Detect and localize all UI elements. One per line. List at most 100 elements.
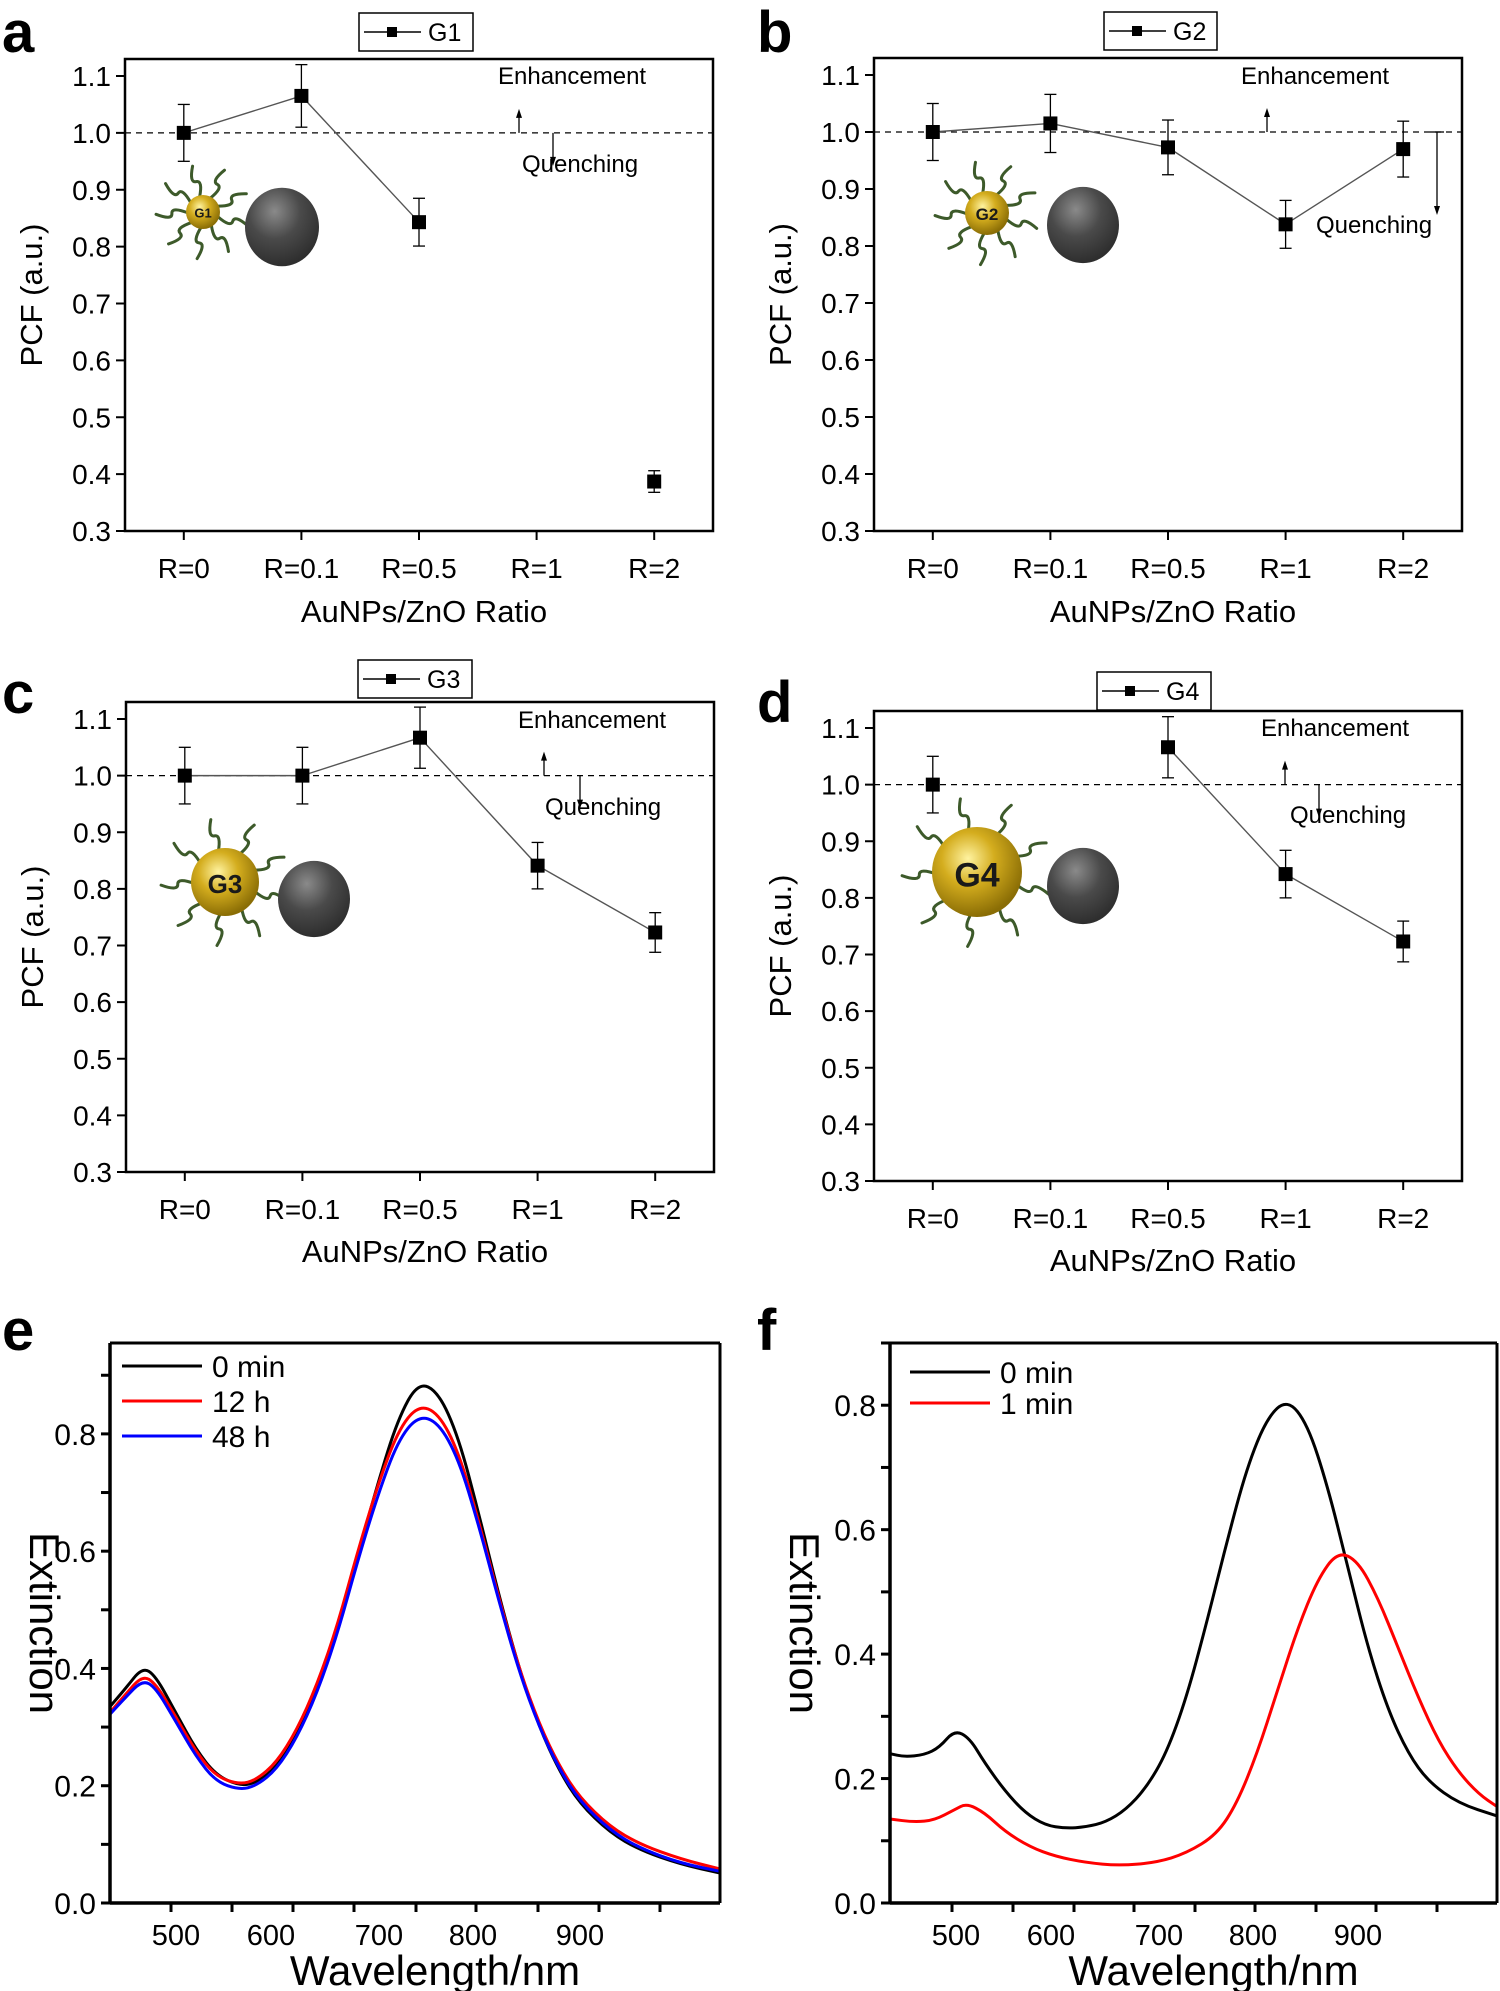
zno-particle [1047, 186, 1119, 264]
legend-marker [386, 674, 396, 684]
ligand-chain [154, 208, 190, 219]
data-point [294, 88, 309, 103]
ligand-chain [972, 160, 986, 196]
arrow-down-icon [1434, 206, 1440, 215]
enhancement-annotation: Enhancement [518, 707, 666, 734]
panel-c: c 0.3 0.4 0.5 0.6 0.7 0.8 0.9 1.0 1.1 R=0 R=0.1 R=0.… [2, 659, 716, 1269]
y-tick-label: 0.7 [821, 288, 860, 319]
y-tick-label: 0.8 [72, 232, 111, 263]
data-point [295, 768, 310, 783]
ligand-chain [947, 224, 974, 250]
x-tick-label: R=0 [158, 553, 210, 584]
y-tick-label: 0.5 [72, 402, 111, 433]
panel-d: d 0.3 0.4 0.5 0.6 0.7 0.8 0.9 1.0 1.1 R=0 R=0.1 R=0.… [757, 670, 1464, 1278]
nanoparticle-label: G1 [194, 205, 211, 220]
x-tick-label: R=0 [907, 1203, 959, 1234]
ligand-chain [978, 231, 987, 267]
plot-frame [124, 700, 716, 1174]
panel-e: e 0.0 0.2 0.4 0.6 0.8 500 600 700 800 900Wavelengt… [2, 1298, 722, 1991]
x-tick-label: R=0 [159, 1194, 211, 1225]
nanoparticle-label: G2 [976, 205, 999, 224]
y-axis-label: PCF (a.u.) [763, 875, 798, 1018]
nanoparticle-label: G3 [208, 869, 243, 899]
ligand-chain [172, 841, 203, 866]
ligand-chain [159, 879, 196, 890]
panel-f: f 0.0 0.2 0.4 0.6 0.8 500 600 700 800 900Wavelengt… [757, 1298, 1499, 1991]
legend-marker [1125, 686, 1135, 696]
y-tick-label: 0.9 [72, 175, 111, 206]
y-tick-label: 1.0 [821, 117, 860, 148]
y-tick-label: 0.9 [821, 174, 860, 205]
ligand-chain [933, 209, 969, 220]
y-tick-label: 0.7 [73, 931, 112, 962]
y-tick-label: 0.9 [73, 817, 112, 848]
data-point [413, 730, 427, 745]
spectrum-curve [889, 1402, 1498, 1830]
y-tick-label: 0.6 [73, 987, 112, 1018]
x-tick-label: R=1 [1260, 1203, 1312, 1234]
y-tick-label: 0.4 [821, 1109, 860, 1140]
y-tick-label: 0.4 [821, 459, 860, 490]
y-tick-label: 1.1 [821, 713, 860, 744]
nanoparticle-inset-icon: G1 [154, 164, 319, 267]
legend-label: G1 [428, 19, 461, 47]
y-tick-label: 0.5 [821, 402, 860, 433]
panel-letter: f [757, 1298, 777, 1363]
legend-marker [1132, 26, 1142, 36]
x-tick-label: R=0.5 [1130, 1203, 1206, 1234]
panel-a: a 0.3 0.4 0.5 0.6 0.7 0.8 0.9 1.0 1.1 R=0 R=0.1 R=0.… [2, 0, 715, 629]
x-tick-label: R=0.5 [1130, 553, 1206, 584]
zno-particle [1047, 847, 1119, 925]
x-tick-label: 500 [152, 1920, 200, 1952]
arrow-down-icon [550, 156, 556, 166]
x-tick-label: 600 [1027, 1920, 1075, 1952]
y-tick-label: 0.8 [834, 1390, 876, 1423]
y-tick-label: 0.8 [54, 1419, 96, 1452]
series-segment [419, 737, 539, 867]
ligand-chain [900, 869, 939, 881]
nanoparticle-inset-icon: G2 [933, 160, 1119, 267]
ligand-chain [208, 168, 226, 200]
ligand-chain [944, 180, 973, 203]
ligand-chain [240, 906, 262, 938]
series-segment [300, 95, 420, 223]
gold-nanoparticle [186, 195, 220, 229]
arrow-up-icon [1264, 108, 1270, 117]
y-tick-label: 0.8 [821, 883, 860, 914]
quenching-annotation: Quenching [1290, 802, 1406, 829]
data-point [925, 777, 940, 792]
data-point [412, 215, 426, 230]
arrow-down-icon [577, 799, 583, 809]
data-point [1161, 740, 1175, 755]
legend-label: G4 [1166, 678, 1199, 706]
quenching-annotation: Quenching [545, 794, 661, 821]
y-tick-label: 0.8 [821, 231, 860, 262]
arrow-up-icon [1282, 760, 1288, 770]
y-tick-label: 0.3 [73, 1157, 112, 1188]
ligand-chain [957, 797, 971, 835]
y-tick-label: 0.6 [821, 345, 860, 376]
x-tick-label: R=1 [1260, 553, 1312, 584]
x-tick-label: R=0.1 [265, 1194, 341, 1225]
y-axis-label: Extinction [781, 1532, 828, 1714]
ligand-chain [997, 904, 1020, 937]
y-tick-label: 0.2 [834, 1764, 876, 1797]
series-segment [1167, 746, 1287, 875]
series-segment [302, 737, 421, 777]
y-tick-label: 0.4 [73, 1100, 112, 1131]
enhancement-annotation: Enhancement [1261, 715, 1409, 742]
panel-b: b 0.3 0.4 0.5 0.6 0.7 0.8 0.9 1.0 1.1 R=0 R=0.1 R=0.… [757, 0, 1464, 629]
y-tick-label: 1.1 [821, 60, 860, 91]
data-point [1396, 934, 1411, 949]
enhancement-annotation: Enhancement [498, 63, 646, 90]
ligand-chain [915, 825, 947, 850]
x-tick-label: 700 [355, 1920, 403, 1952]
legend-label: 0 min [212, 1351, 285, 1384]
ligand-chain [994, 803, 1013, 838]
panel-letter: d [757, 670, 792, 735]
series-segment [537, 865, 656, 934]
panel-letter: b [757, 0, 792, 65]
gold-nanoparticle [965, 191, 1009, 235]
ligand-chain [209, 223, 230, 254]
plot-frame [123, 57, 715, 533]
